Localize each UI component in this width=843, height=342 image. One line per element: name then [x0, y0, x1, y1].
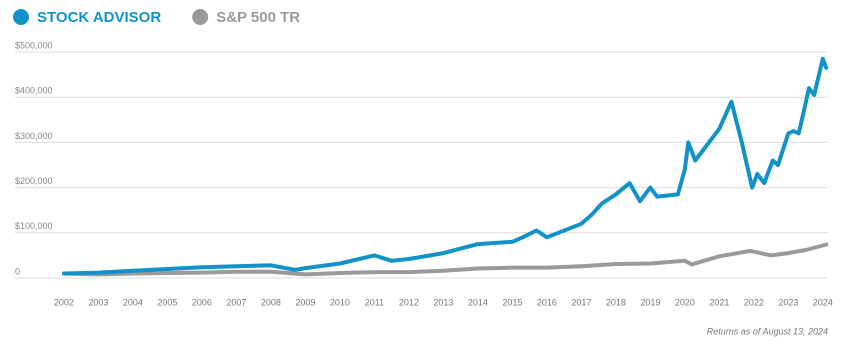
note: Returns as of August 13, 2024: [707, 326, 828, 336]
x-tick-label: 2019: [640, 297, 660, 307]
legend-label: S&P 500 TR: [216, 9, 300, 26]
x-tick-label: 2009: [295, 297, 315, 307]
x-tick-label: 2017: [571, 297, 591, 307]
x-tick-label: 2005: [157, 297, 177, 307]
x-tick-label: 2007: [226, 297, 246, 307]
x-tick-label: 2020: [675, 297, 695, 307]
y-tick-label: $500,000: [15, 40, 53, 50]
series-line: [61, 242, 829, 277]
x-tick-label: 2004: [123, 297, 143, 307]
x-tick-label: 2015: [502, 297, 522, 307]
x-tick-label: 2002: [54, 297, 74, 307]
x-tick-label: 2014: [468, 297, 488, 307]
x-tick-label: 2011: [365, 297, 384, 307]
x-tick-label: 2018: [606, 297, 626, 307]
x-tick-label: 2006: [192, 297, 212, 307]
x-tick-label: 2024: [813, 297, 833, 307]
x-tick-label: 2010: [330, 297, 350, 307]
x-tick-label: 2013: [433, 297, 453, 307]
y-tick-label: 0: [15, 266, 20, 276]
x-tick-label: 2012: [399, 297, 419, 307]
y-tick-label: $100,000: [15, 221, 53, 231]
series-line: [61, 56, 829, 276]
x-tick-label: 2003: [88, 297, 108, 307]
x-tick-label: 2016: [537, 297, 557, 307]
x-tick-label: 2022: [744, 297, 764, 307]
legend-label: STOCK ADVISOR: [37, 9, 161, 26]
y-tick-label: $200,000: [15, 176, 53, 186]
y-tick-label: $300,000: [15, 131, 53, 141]
x-tick-label: 2008: [261, 297, 281, 307]
y-tick-label: $400,000: [15, 86, 53, 96]
legend-marker: [13, 9, 29, 25]
x-tick-label: 2021: [709, 297, 729, 307]
legend-marker: [192, 9, 209, 25]
x-tick-label: 2023: [778, 297, 798, 307]
